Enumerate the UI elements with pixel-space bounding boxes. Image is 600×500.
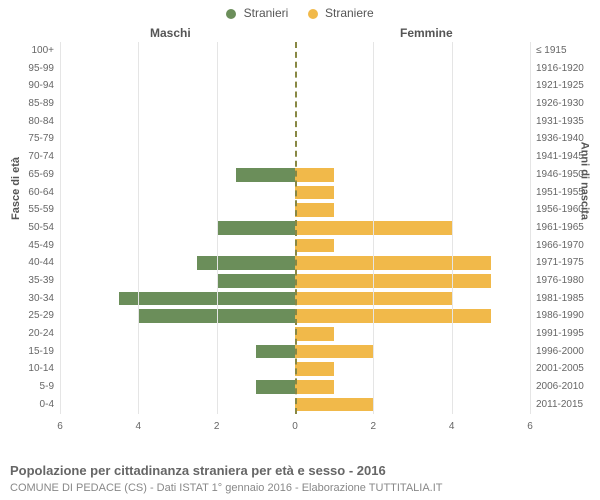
birth-label: 1916-1920 [530,63,584,74]
birth-label: 1946-1950 [530,169,584,180]
age-label: 30-34 [28,293,60,304]
birth-label: 1991-1995 [530,328,584,339]
plot-area: 100+≤ 191595-991916-192090-941921-192585… [60,42,530,432]
birth-label: 1981-1985 [530,293,584,304]
chart-subcaption: COMUNE DI PEDACE (CS) - Dati ISTAT 1° ge… [10,482,443,494]
birth-label: 1956-1960 [530,204,584,215]
bar-female [295,239,334,253]
grid-line [373,42,374,414]
age-label: 45-49 [28,240,60,251]
x-tick-label: 6 [57,421,63,432]
birth-label: 2001-2005 [530,363,584,374]
bar-male [256,380,295,394]
population-pyramid-chart: Stranieri Straniere Maschi Femmine Fasce… [0,0,600,500]
age-label: 70-74 [28,151,60,162]
birth-label: 1936-1940 [530,133,584,144]
legend-swatch-male [226,9,236,19]
birth-label: 1931-1935 [530,116,584,127]
age-label: 95-99 [28,63,60,74]
age-label: 25-29 [28,310,60,321]
bar-female [295,398,373,412]
age-label: 65-69 [28,169,60,180]
birth-label: 1941-1945 [530,151,584,162]
bar-male [119,292,295,306]
birth-label: 2006-2010 [530,381,584,392]
x-tick-label: 0 [292,421,298,432]
birth-label: 1926-1930 [530,98,584,109]
age-label: 15-19 [28,346,60,357]
bar-male [197,256,295,270]
age-label: 35-39 [28,275,60,286]
age-label: 75-79 [28,133,60,144]
bar-female [295,186,334,200]
grid-line [452,42,453,414]
age-label: 20-24 [28,328,60,339]
bar-female [295,256,491,270]
legend-item-female: Straniere [308,6,374,20]
birth-label: 1976-1980 [530,275,584,286]
bar-female [295,345,373,359]
birth-label: 1996-2000 [530,346,584,357]
bar-female [295,203,334,217]
birth-label: 1986-1990 [530,310,584,321]
bar-male [217,221,295,235]
legend-label-male: Stranieri [244,6,289,20]
bar-male [256,345,295,359]
age-label: 90-94 [28,80,60,91]
age-label: 10-14 [28,363,60,374]
age-label: 50-54 [28,222,60,233]
age-label: 80-84 [28,116,60,127]
birth-label: 2011-2015 [530,399,583,410]
section-label-right: Femmine [400,26,453,40]
bar-female [295,309,491,323]
bar-female [295,380,334,394]
x-tick-label: 6 [527,421,533,432]
birth-label: 1966-1970 [530,240,584,251]
age-label: 5-9 [40,381,60,392]
section-label-left: Maschi [150,26,191,40]
x-tick-label: 4 [449,421,455,432]
birth-label: 1971-1975 [530,257,584,268]
birth-label: 1921-1925 [530,80,584,91]
bar-male [236,168,295,182]
age-label: 60-64 [28,187,60,198]
bar-female [295,327,334,341]
grid-line [60,42,61,414]
birth-label: 1951-1955 [530,187,584,198]
x-tick-label: 2 [371,421,377,432]
grid-line [530,42,531,414]
bar-female [295,362,334,376]
grid-line [138,42,139,414]
legend: Stranieri Straniere [0,6,600,20]
legend-item-male: Stranieri [226,6,288,20]
age-label: 40-44 [28,257,60,268]
center-line [295,42,297,414]
x-tick-label: 4 [136,421,142,432]
chart-caption: Popolazione per cittadinanza straniera p… [10,463,386,478]
bar-female [295,274,491,288]
legend-label-female: Straniere [325,6,374,20]
age-label: 100+ [31,45,60,56]
axis-title-left: Fasce di età [10,157,22,220]
bar-male [217,274,295,288]
birth-label: ≤ 1915 [530,45,567,56]
age-label: 0-4 [40,399,60,410]
grid-line [217,42,218,414]
legend-swatch-female [308,9,318,19]
bar-female [295,168,334,182]
age-label: 55-59 [28,204,60,215]
age-label: 85-89 [28,98,60,109]
birth-label: 1961-1965 [530,222,584,233]
x-tick-label: 2 [214,421,220,432]
